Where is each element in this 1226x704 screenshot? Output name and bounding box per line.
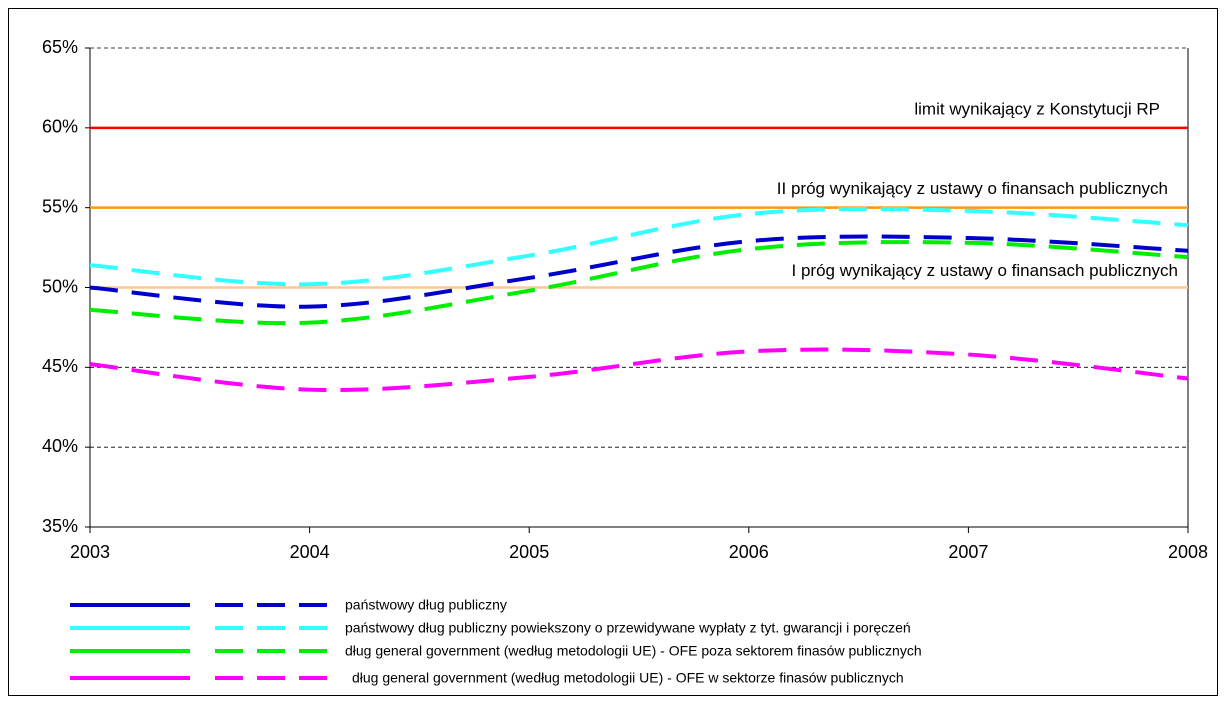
x-tick-label: 2005	[509, 542, 549, 562]
x-tick-label: 2007	[948, 542, 988, 562]
series-line	[89, 347, 1189, 393]
x-tick-label: 2003	[70, 542, 110, 562]
chart-border	[8, 8, 1218, 696]
reference-label: limit wynikający z Konstytucji RP	[914, 99, 1160, 118]
y-tick-label: 45%	[42, 356, 78, 376]
x-tick-label: 2008	[1168, 542, 1208, 562]
x-tick-label: 2004	[290, 542, 330, 562]
reference-label: I próg wynikający z ustawy o finansach p…	[792, 261, 1178, 280]
y-tick-label: 40%	[42, 436, 78, 456]
legend-label: dług general government (według metodolo…	[352, 670, 904, 686]
legend-label: państwowy dług publiczny	[345, 597, 507, 613]
y-tick-label: 55%	[42, 196, 78, 216]
y-tick-label: 60%	[42, 117, 78, 137]
x-tick-label: 2006	[729, 542, 769, 562]
reference-label: II próg wynikający z ustawy o finansach …	[777, 179, 1168, 198]
series-line	[89, 206, 1189, 287]
y-tick-label: 50%	[42, 276, 78, 296]
legend-label: dług general government (według metodolo…	[345, 643, 922, 659]
legend-label: państwowy dług publiczny powiekszony o p…	[345, 620, 911, 636]
series-line	[89, 240, 1189, 326]
y-tick-label: 65%	[42, 37, 78, 57]
y-tick-label: 35%	[42, 516, 78, 536]
series-line	[89, 234, 1189, 309]
